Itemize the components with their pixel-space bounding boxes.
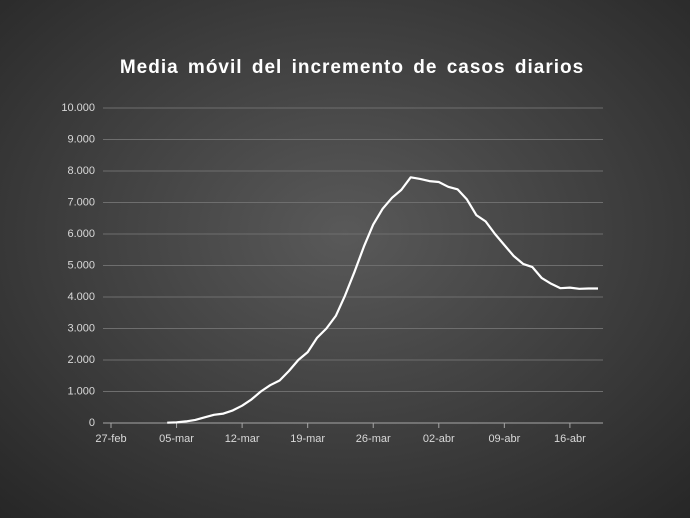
y-tick-label: 9.000 (67, 133, 95, 145)
x-tick-label: 02-abr (423, 433, 455, 445)
y-tick-label: 10.000 (61, 102, 95, 114)
x-tick-label: 27-feb (95, 433, 126, 445)
data-line (167, 176, 598, 424)
y-tick-label: 3.000 (67, 322, 95, 334)
y-tick-label: 8.000 (67, 165, 95, 177)
x-tick-label: 19-mar (290, 433, 325, 445)
x-tick-label: 05-mar (159, 433, 194, 445)
y-tick-label: 7.000 (67, 196, 95, 208)
y-tick-label: 6.000 (67, 228, 95, 240)
x-tick-label: 26-mar (356, 433, 391, 445)
y-tick-label: 1.000 (67, 385, 95, 397)
y-tick-label: 2.000 (67, 354, 95, 366)
y-tick-label: 0 (89, 417, 95, 429)
y-tick-label: 4.000 (67, 291, 95, 303)
x-tick-label: 12-mar (225, 433, 260, 445)
x-tick-label: 16-abr (554, 433, 586, 445)
chart-title: Media móvil del incremento de casos diar… (120, 57, 584, 78)
x-tick-label: 09-abr (488, 433, 520, 445)
y-tick-label: 5.000 (67, 259, 95, 271)
